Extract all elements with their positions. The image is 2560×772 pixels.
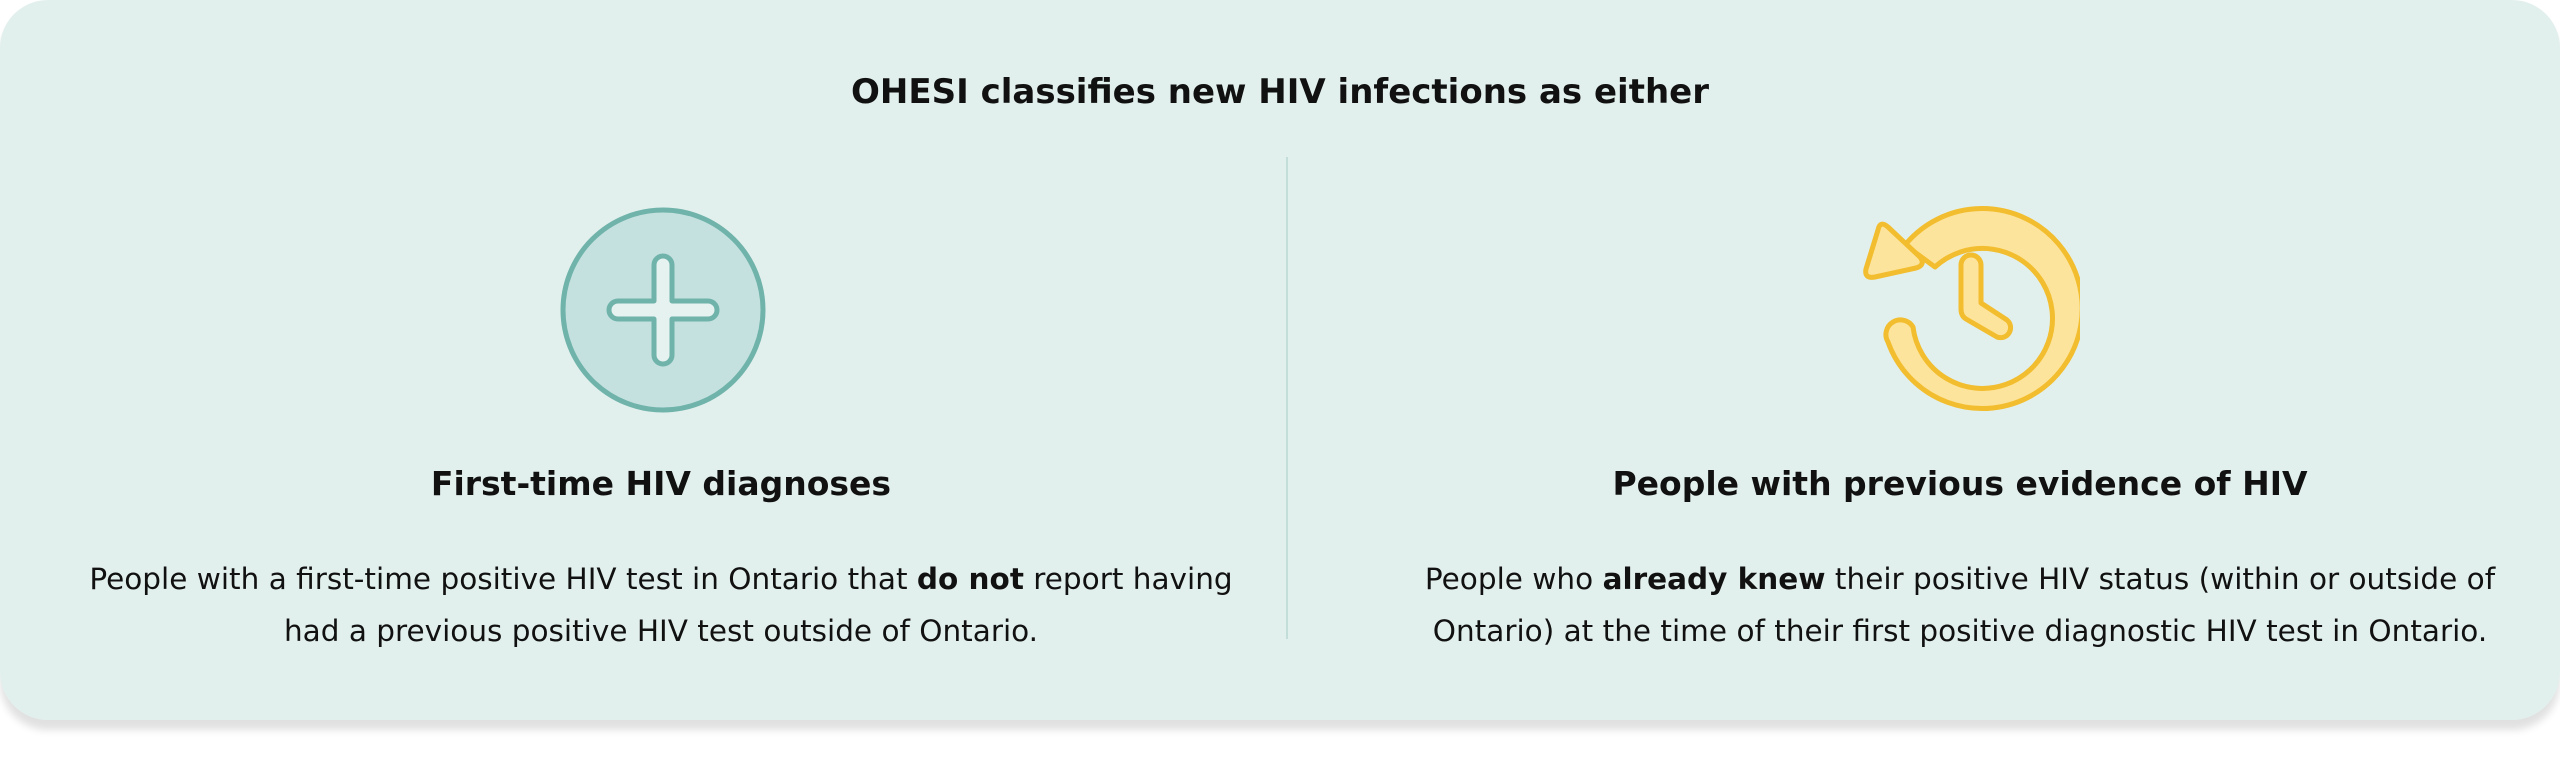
plus-icon bbox=[560, 207, 766, 413]
emphasis: already knew bbox=[1602, 562, 1826, 596]
emphasis: do not bbox=[916, 562, 1024, 596]
heading: First-time HIV diagnoses bbox=[430, 464, 892, 503]
description: People who already knew their positive H… bbox=[1370, 553, 2550, 657]
text: People with a first-time positive HIV te… bbox=[89, 562, 917, 596]
card: OHESI classifies new HIV infections as e… bbox=[0, 0, 2560, 720]
text: People who bbox=[1424, 562, 1603, 596]
heading: People with previous evidence of HIV bbox=[1612, 464, 2308, 503]
text: report having had a previous positive HI… bbox=[283, 562, 1233, 648]
description: People with a first-time positive HIV te… bbox=[71, 553, 1251, 657]
title: OHESI classifies new HIV infections as e… bbox=[851, 72, 1709, 112]
history-icon bbox=[1863, 206, 2080, 412]
text: their positive HIV status (within or out… bbox=[1432, 562, 2496, 648]
divider bbox=[1286, 157, 1288, 639]
